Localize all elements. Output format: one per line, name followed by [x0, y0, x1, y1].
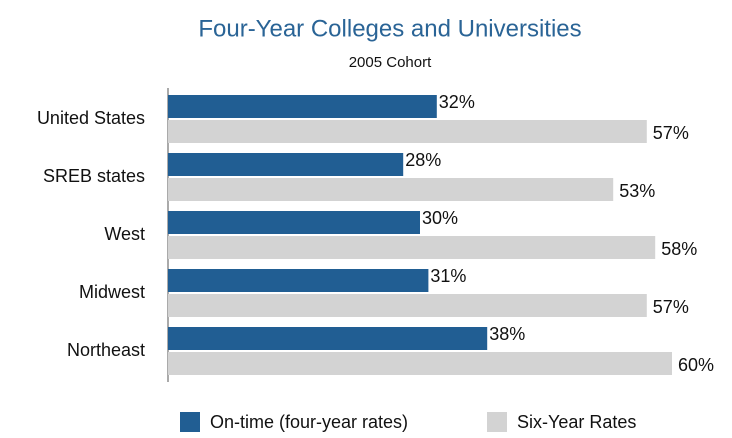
bar: [168, 95, 437, 118]
bar: [168, 153, 404, 176]
value-label: 32%: [439, 92, 475, 112]
bar: [168, 352, 672, 375]
value-label: 53%: [619, 181, 655, 201]
value-label: 30%: [422, 208, 458, 228]
value-label: 38%: [489, 324, 525, 344]
category-label: Northeast: [67, 340, 145, 360]
value-label: 28%: [405, 150, 441, 170]
value-label: 60%: [678, 355, 714, 375]
category-label: SREB states: [43, 166, 145, 186]
bar: [168, 178, 614, 201]
legend-swatch: [180, 412, 200, 432]
bar: [168, 269, 429, 292]
legend-label: On-time (four-year rates): [210, 412, 408, 432]
value-label: 57%: [653, 123, 689, 143]
legend-label: Six-Year Rates: [517, 412, 636, 432]
category-label: United States: [37, 108, 145, 128]
bar: [168, 327, 488, 350]
bar: [168, 236, 656, 259]
bar: [168, 120, 647, 143]
legend-swatch: [487, 412, 507, 432]
category-label: West: [104, 224, 145, 244]
category-label: Midwest: [79, 282, 145, 302]
chart-title: Four-Year Colleges and Universities: [198, 15, 581, 42]
value-label: 31%: [430, 266, 466, 286]
value-label: 57%: [653, 297, 689, 317]
value-label: 58%: [661, 239, 697, 259]
bar: [168, 294, 647, 317]
bar: [168, 211, 420, 234]
chart-subtitle: 2005 Cohort: [349, 54, 432, 71]
